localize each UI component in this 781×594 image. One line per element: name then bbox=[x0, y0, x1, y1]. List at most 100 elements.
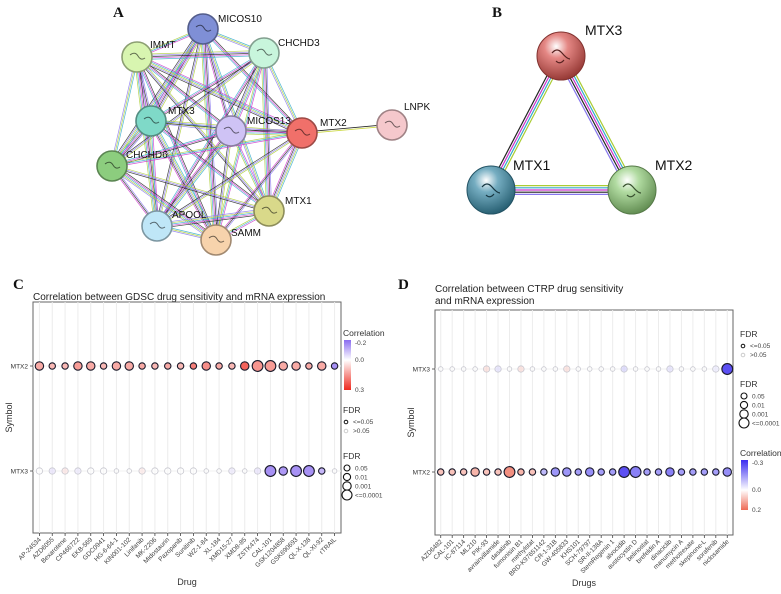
bubble-mtx3-13 bbox=[203, 468, 209, 474]
edge-line bbox=[156, 52, 265, 227]
node-circle bbox=[376, 109, 408, 141]
node-circle bbox=[248, 37, 280, 69]
edge-line bbox=[135, 57, 231, 133]
edge-line bbox=[558, 56, 631, 192]
bubble-mtx3-18 bbox=[264, 465, 277, 477]
node-circle bbox=[187, 13, 219, 45]
legend-size-label: 0.01 bbox=[752, 402, 765, 409]
bubble-mtx2-15 bbox=[608, 468, 617, 476]
bubble-mtx2-17 bbox=[251, 360, 264, 372]
legend-size-marker bbox=[342, 481, 352, 491]
edge-line bbox=[214, 52, 264, 240]
edge-line bbox=[203, 27, 304, 133]
node-label: MTX3 bbox=[585, 22, 623, 38]
bubble-mtx2-9 bbox=[540, 468, 548, 476]
bubble-mtx2-0 bbox=[436, 468, 445, 476]
legend-tick: 0.0 bbox=[355, 357, 364, 364]
edge-line bbox=[111, 51, 264, 166]
legend-size-marker bbox=[738, 417, 750, 429]
chart-c: MTX2MTX3AP-24534AZD6055BexaroteneCP46672… bbox=[4, 301, 385, 587]
node-label: MTX1 bbox=[285, 196, 312, 207]
node-circle bbox=[121, 41, 153, 73]
edge-line bbox=[157, 211, 270, 228]
network-a: MICOS10 IMMT CHCHD3 MTX3 MICOS13 MTX2 LNPK CHCH… bbox=[96, 13, 430, 256]
node-circle bbox=[200, 224, 232, 256]
legend-tick: 0.0 bbox=[752, 487, 761, 494]
legend-tick: 0.3 bbox=[355, 387, 364, 394]
bubble-mtx2-5 bbox=[99, 362, 108, 370]
bubble-mtx2-9 bbox=[151, 362, 159, 370]
legend-tick: 0.2 bbox=[752, 507, 761, 514]
bubble-mtx3-24 bbox=[712, 365, 720, 373]
bubble-mtx2-3 bbox=[73, 361, 83, 371]
legend-correlation-title: Correlation bbox=[740, 448, 781, 458]
protein-structure-icon bbox=[384, 120, 401, 128]
bubble-mtx3-14 bbox=[598, 366, 604, 372]
legend-fdr-size-title: FDR bbox=[343, 451, 360, 461]
edge-line bbox=[151, 53, 265, 123]
node-label: CHCHD3 bbox=[278, 38, 320, 49]
bubble-mtx3-7 bbox=[517, 365, 525, 373]
edge-line bbox=[137, 54, 304, 131]
bubble-mtx2-8 bbox=[528, 468, 537, 476]
edge-line bbox=[215, 132, 303, 241]
bubble-mtx2-13 bbox=[584, 467, 595, 477]
legend-fdr-sig-label: <=0.05 bbox=[353, 419, 374, 426]
node-mtx3: MTX3 bbox=[536, 22, 623, 81]
bubble-mtx2-4 bbox=[482, 468, 491, 476]
bubble-mtx2-21 bbox=[305, 362, 313, 370]
bubble-mtx2-21 bbox=[677, 468, 686, 476]
protein-structure-icon bbox=[256, 48, 273, 56]
edge-line bbox=[156, 210, 270, 227]
bubble-mtx2-12 bbox=[189, 362, 198, 370]
edge-line bbox=[137, 53, 265, 59]
legend-colorbar bbox=[741, 460, 748, 510]
node-label: MTX2 bbox=[655, 157, 693, 173]
edge-line bbox=[149, 121, 269, 213]
bubble-mtx2-16 bbox=[618, 466, 631, 478]
panel-letter-d: D bbox=[398, 277, 409, 293]
protein-structure-icon bbox=[208, 235, 225, 243]
y-tick-label-mtx3: MTX3 bbox=[11, 468, 29, 475]
bubble-mtx3-8 bbox=[529, 366, 536, 372]
edge-line bbox=[111, 52, 265, 167]
edge-line bbox=[112, 133, 303, 168]
bubble-mtx2-17 bbox=[629, 466, 642, 478]
node-label: MICOS13 bbox=[247, 116, 291, 127]
bubble-mtx3-23 bbox=[701, 366, 708, 372]
node-mtx1: MTX1 bbox=[466, 157, 551, 215]
bubble-mtx3-23 bbox=[331, 468, 338, 474]
edge-line bbox=[111, 56, 138, 167]
edge-line bbox=[564, 53, 637, 189]
bubble-mtx3-7 bbox=[126, 468, 132, 474]
edge-line bbox=[156, 209, 269, 226]
edge-line bbox=[150, 120, 158, 227]
edge-line bbox=[491, 56, 563, 191]
legend-fdr-sig-marker bbox=[343, 419, 349, 425]
edge-line bbox=[112, 164, 217, 240]
edge-line bbox=[200, 29, 214, 241]
legend-fdr-nonsig-marker bbox=[740, 352, 746, 358]
panel-letter-a: A bbox=[113, 5, 124, 21]
bubble-mtx2-18 bbox=[643, 468, 651, 476]
edge-line bbox=[136, 56, 303, 134]
edge-line bbox=[156, 132, 303, 227]
bubble-mtx3-18 bbox=[644, 366, 650, 372]
node-lnpk: LNPK bbox=[376, 102, 430, 141]
panel-letter-b: B bbox=[492, 5, 503, 21]
edge-line bbox=[151, 120, 159, 226]
node-mtx2: MTX2 bbox=[286, 117, 347, 149]
bubble-mtx2-1 bbox=[448, 468, 456, 476]
chart-d-title-line1: Correlation between CTRP drug sensitivit… bbox=[435, 284, 624, 295]
edge-line bbox=[156, 28, 204, 227]
edge-line bbox=[135, 57, 269, 213]
node-micos13: MICOS13 bbox=[215, 115, 291, 147]
y-axis-title: Symbol bbox=[4, 402, 14, 432]
bubble-mtx3-9 bbox=[151, 467, 159, 475]
node-circle bbox=[253, 195, 285, 227]
legend-colorbar bbox=[344, 340, 351, 390]
bubble-mtx3-3 bbox=[472, 366, 478, 372]
bubble-mtx3-12 bbox=[189, 467, 198, 475]
chart-d: MTX3MTX2AZD6482CAL-101IC-87114ML210PIK-9… bbox=[406, 309, 781, 588]
legend-size-label: <=0.0001 bbox=[752, 420, 780, 427]
